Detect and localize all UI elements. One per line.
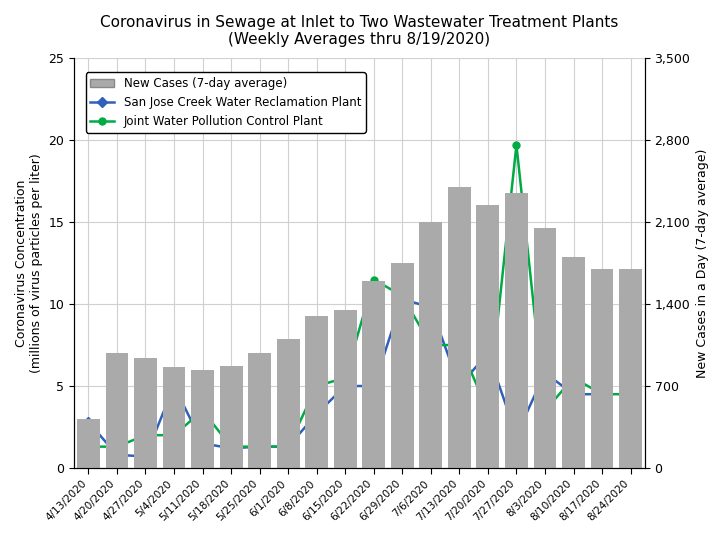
- Y-axis label: Coronavirus Concentration
(millions of virus particles per liter): Coronavirus Concentration (millions of v…: [15, 153, 43, 373]
- Bar: [248, 353, 271, 468]
- Bar: [419, 222, 442, 468]
- Bar: [191, 370, 214, 468]
- Bar: [391, 263, 413, 468]
- Bar: [591, 269, 613, 468]
- Y-axis label: New Cases in a Day (7-day average): New Cases in a Day (7-day average): [696, 148, 709, 378]
- Bar: [619, 269, 642, 468]
- Bar: [106, 353, 128, 468]
- Bar: [334, 310, 357, 468]
- Bar: [77, 419, 100, 468]
- Bar: [306, 316, 328, 468]
- Bar: [219, 366, 243, 468]
- Bar: [448, 187, 471, 468]
- Bar: [134, 358, 157, 468]
- Bar: [534, 228, 556, 468]
- Bar: [476, 204, 500, 468]
- Bar: [505, 193, 528, 468]
- Legend: New Cases (7-day average), San Jose Creek Water Reclamation Plant, Joint Water P: New Cases (7-day average), San Jose Cree…: [85, 73, 366, 133]
- Bar: [277, 339, 300, 468]
- Title: Coronavirus in Sewage at Inlet to Two Wastewater Treatment Plants
(Weekly Averag: Coronavirus in Sewage at Inlet to Two Wa…: [101, 15, 619, 47]
- Bar: [562, 257, 585, 468]
- Bar: [163, 367, 185, 468]
- Bar: [362, 281, 385, 468]
